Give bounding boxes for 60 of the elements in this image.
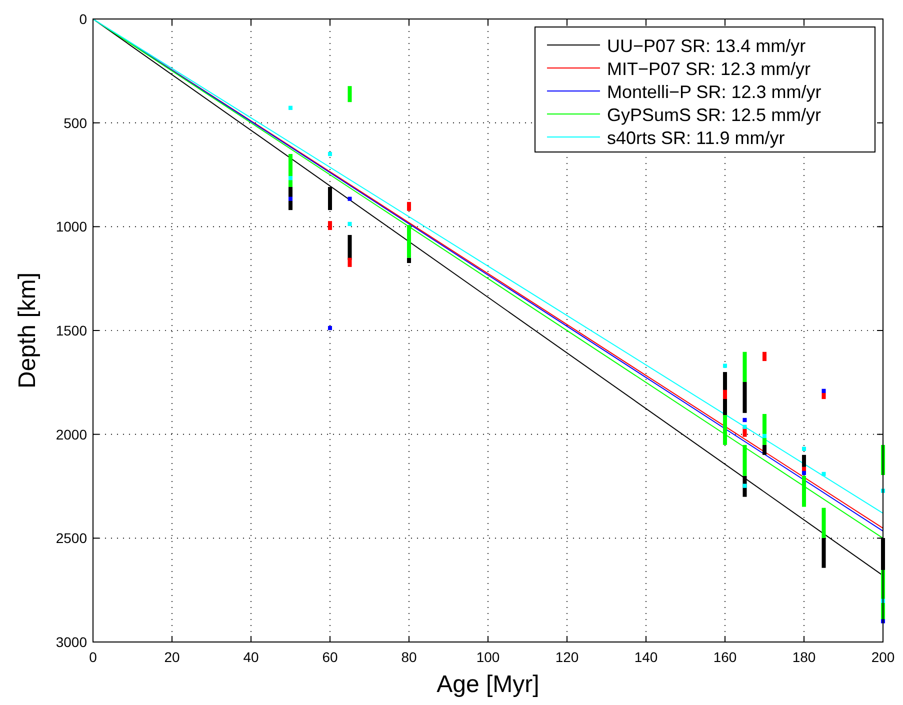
bar bbox=[802, 470, 806, 476]
bar bbox=[407, 225, 411, 258]
bar bbox=[742, 444, 747, 476]
legend-label: Montelli−P SR: 12.3 mm/yr bbox=[607, 82, 822, 102]
y-tick-label: 2500 bbox=[56, 530, 88, 546]
legend-label: UU−P07 SR: 13.4 mm/yr bbox=[607, 36, 806, 56]
x-axis-title: Age [Myr] bbox=[436, 671, 540, 698]
bar bbox=[822, 508, 826, 538]
y-tick-label: 1000 bbox=[56, 218, 88, 235]
x-tick-label: 60 bbox=[322, 649, 338, 665]
bar bbox=[328, 152, 332, 156]
x-tick-label: 20 bbox=[164, 649, 180, 665]
x-tick-label: 160 bbox=[713, 649, 737, 665]
bar bbox=[742, 382, 747, 413]
bar bbox=[328, 326, 332, 330]
bar bbox=[407, 258, 411, 264]
bar bbox=[348, 222, 352, 226]
bar bbox=[288, 176, 292, 180]
y-axis-title: Depth [km] bbox=[14, 272, 41, 389]
x-tick-label: 100 bbox=[476, 649, 500, 665]
bar bbox=[802, 454, 806, 467]
x-tick-label: 140 bbox=[634, 649, 658, 665]
legend-label: GyPSumS SR: 12.5 mm/yr bbox=[607, 105, 822, 125]
bar bbox=[822, 392, 826, 400]
bar bbox=[822, 388, 826, 394]
y-tick-label: 500 bbox=[64, 114, 88, 131]
bar bbox=[742, 352, 747, 382]
bar bbox=[723, 415, 727, 445]
x-tick-label: 40 bbox=[243, 649, 259, 665]
bar bbox=[288, 106, 292, 110]
bar bbox=[762, 444, 766, 455]
x-tick-label: 200 bbox=[871, 649, 895, 665]
bar bbox=[822, 472, 826, 476]
bar bbox=[348, 258, 352, 267]
legend-label: MIT−P07 SR: 12.3 mm/yr bbox=[607, 59, 811, 79]
bar bbox=[802, 446, 806, 451]
legend-label: s40rts SR: 11.9 mm/yr bbox=[607, 128, 785, 148]
y-tick-label: 1500 bbox=[56, 322, 88, 338]
x-tick-label: 120 bbox=[555, 649, 579, 665]
bar bbox=[348, 234, 352, 260]
bar bbox=[723, 390, 727, 400]
x-tick-label: 180 bbox=[792, 649, 816, 665]
x-tick-label: 80 bbox=[401, 649, 417, 665]
bar bbox=[822, 538, 826, 568]
y-tick-label: 2000 bbox=[56, 426, 88, 442]
x-tick-label: 0 bbox=[89, 649, 98, 665]
bar bbox=[802, 476, 806, 507]
bar bbox=[328, 221, 332, 230]
bar bbox=[762, 352, 766, 362]
bar bbox=[348, 196, 352, 201]
y-tick-label: 0 bbox=[79, 11, 88, 27]
bar bbox=[742, 424, 747, 429]
bar bbox=[723, 364, 727, 368]
bar bbox=[742, 484, 747, 488]
bar bbox=[407, 202, 411, 211]
bar bbox=[348, 86, 352, 102]
y-tick-label: 3000 bbox=[56, 634, 88, 650]
bar bbox=[742, 418, 747, 422]
bar bbox=[762, 434, 766, 438]
bar bbox=[288, 196, 292, 201]
